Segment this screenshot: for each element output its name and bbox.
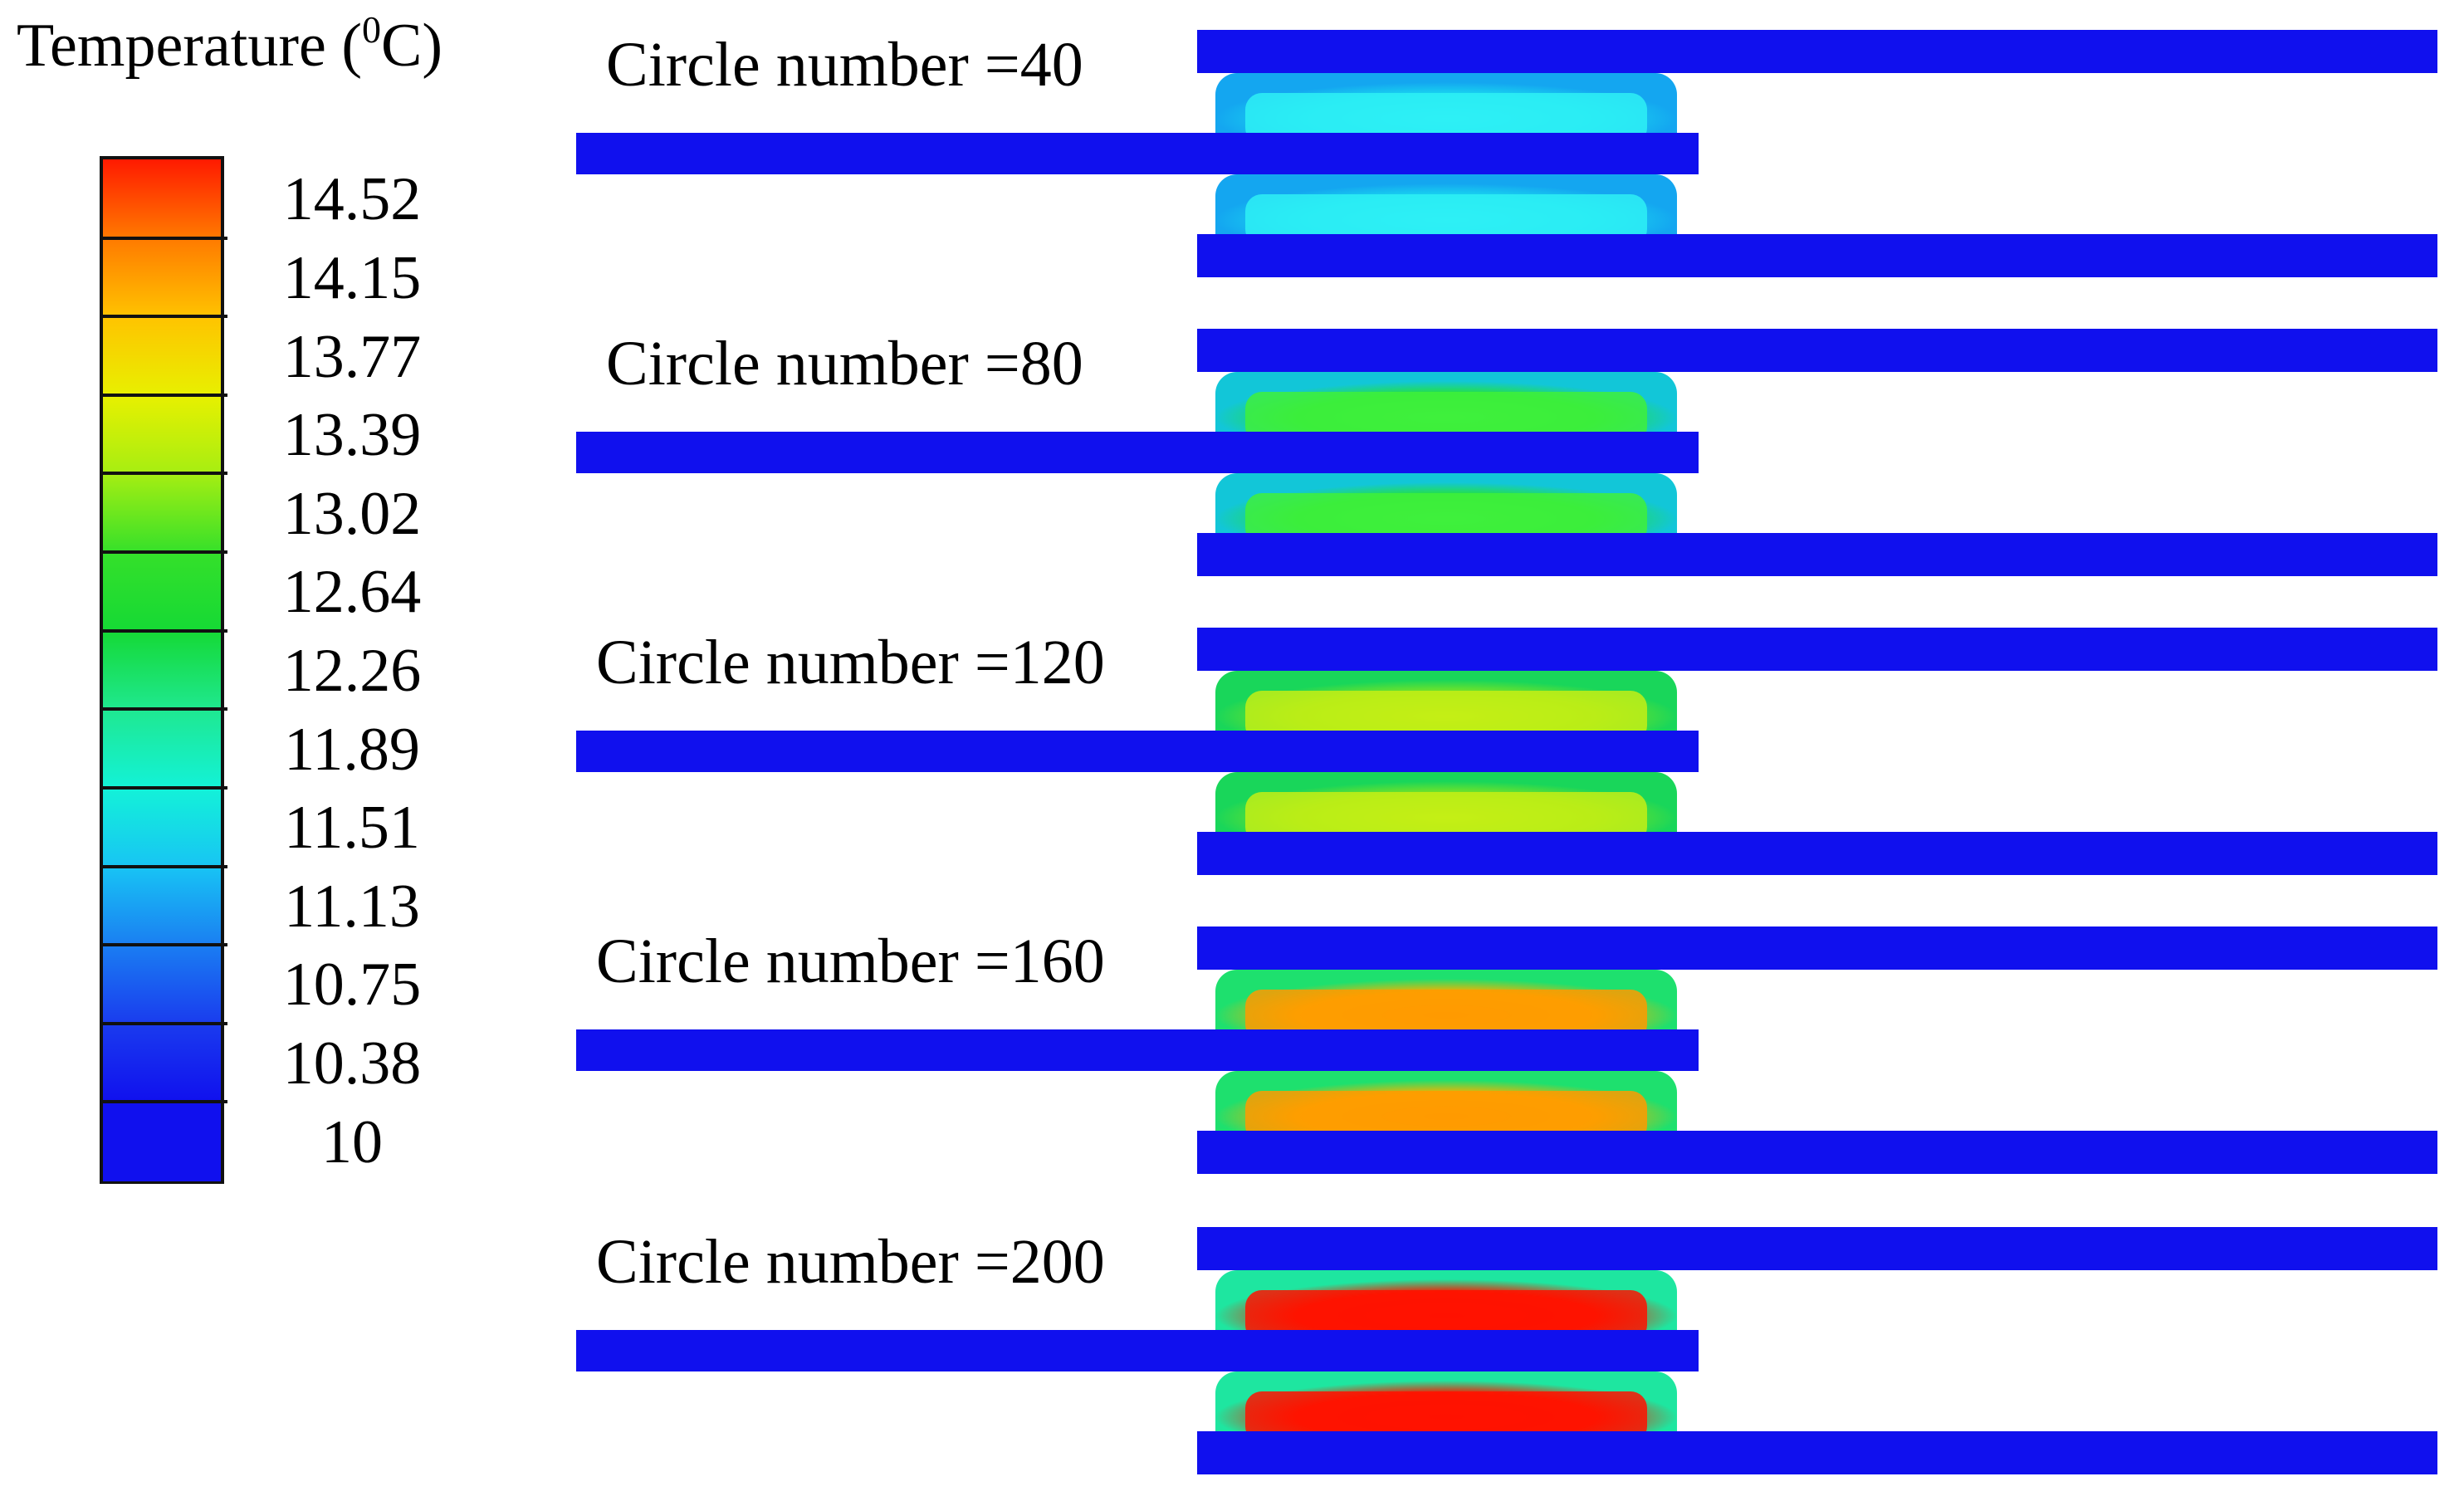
colorbar xyxy=(100,156,227,1184)
colorbar-band xyxy=(103,787,221,868)
colorbar-divider xyxy=(103,864,227,868)
colorbar-band xyxy=(103,709,221,789)
colorbar-tick-label: 11.51 xyxy=(284,794,420,863)
tube xyxy=(1197,832,2437,875)
tube xyxy=(576,1029,1699,1071)
colorbar-tick-label: 10 xyxy=(321,1107,383,1176)
colorbar-tick-label: 14.52 xyxy=(282,165,422,234)
colorbar-divider xyxy=(103,236,227,240)
tube xyxy=(1197,329,2437,372)
colorbar-band xyxy=(103,316,221,396)
colorbar-band xyxy=(103,866,221,946)
colorbar-tick-label: 13.39 xyxy=(282,401,422,470)
tube xyxy=(1197,1227,2437,1270)
colorbar-divider xyxy=(103,785,227,790)
tube xyxy=(1197,628,2437,671)
colorbar-band xyxy=(103,237,221,318)
colorbar-title-unit: C) xyxy=(380,12,442,80)
colorbar-band xyxy=(103,159,221,239)
colorbar-divider xyxy=(103,1100,227,1104)
tube xyxy=(576,133,1699,174)
panel-label: Circle number =80 xyxy=(606,329,1083,398)
colorbar-tick-label: 12.26 xyxy=(282,637,422,705)
tube xyxy=(1197,234,2437,277)
tube xyxy=(1197,30,2437,73)
colorbar-divider xyxy=(103,550,227,555)
tube xyxy=(576,731,1699,772)
colorbar-tick-label: 10.75 xyxy=(282,951,422,1019)
colorbar-divider xyxy=(103,943,227,947)
tube xyxy=(1197,1131,2437,1174)
colorbar-tick-label: 13.02 xyxy=(282,479,422,548)
panel-label: Circle number =40 xyxy=(606,30,1083,100)
colorbar-band xyxy=(103,945,221,1024)
colorbar-title-text: Temperature ( xyxy=(17,12,362,80)
colorbar-divider xyxy=(103,315,227,319)
panel-label: Circle number =160 xyxy=(596,927,1105,996)
tube xyxy=(576,432,1699,473)
colorbar-divider xyxy=(103,628,227,633)
tube xyxy=(576,1330,1699,1371)
colorbar-tick-label: 13.77 xyxy=(282,322,422,391)
colorbar-band xyxy=(103,473,221,554)
colorbar-band xyxy=(103,630,221,711)
colorbar-tick-label: 12.64 xyxy=(282,558,422,627)
tube xyxy=(1197,927,2437,970)
tube xyxy=(1197,533,2437,576)
colorbar-band xyxy=(103,394,221,475)
colorbar-divider xyxy=(103,1021,227,1025)
colorbar-tick-label: 10.38 xyxy=(282,1029,422,1098)
colorbar-divider xyxy=(103,707,227,711)
colorbar-band xyxy=(103,552,221,632)
panel-label: Circle number =200 xyxy=(596,1227,1105,1297)
colorbar-divider xyxy=(103,393,227,397)
tube xyxy=(1197,1431,2437,1474)
colorbar-tick-label: 11.89 xyxy=(284,715,420,784)
colorbar-band xyxy=(103,1102,221,1181)
colorbar-tick-label: 14.15 xyxy=(282,243,422,312)
colorbar-title-superscript: 0 xyxy=(361,8,381,51)
colorbar-divider xyxy=(103,472,227,476)
panel-label: Circle number =120 xyxy=(596,628,1105,697)
colorbar-band xyxy=(103,1023,221,1103)
colorbar-tick-label: 11.13 xyxy=(284,872,420,941)
colorbar-title: Temperature (0C) xyxy=(17,11,442,77)
